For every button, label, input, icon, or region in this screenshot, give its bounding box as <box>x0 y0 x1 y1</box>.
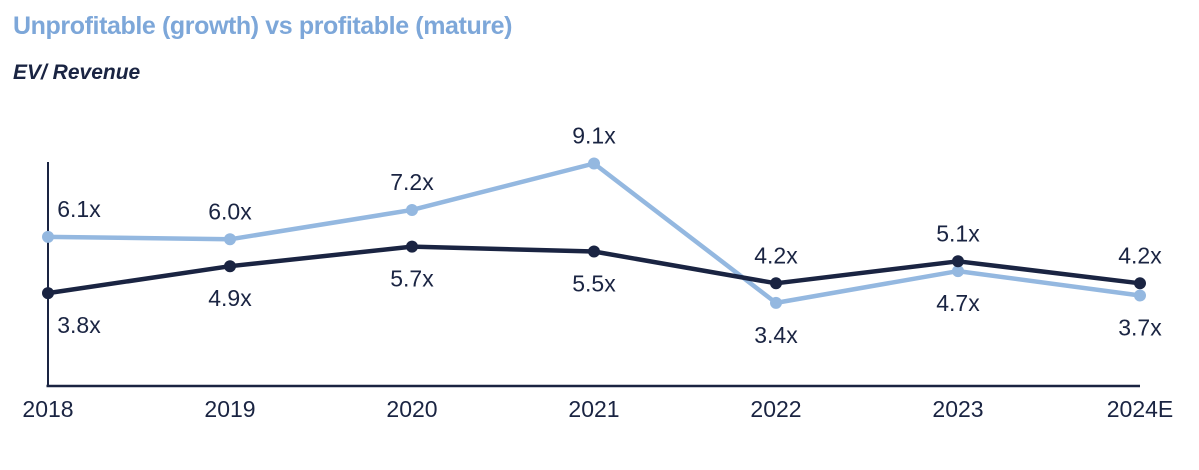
x-tick-label-2021: 2021 <box>568 396 619 422</box>
x-tick-label-2024E: 2024E <box>1107 396 1174 422</box>
growth-point-2018 <box>42 230 54 243</box>
mature-point-2020 <box>406 240 418 253</box>
growth-point-2021 <box>588 157 600 170</box>
x-tick-label-2023: 2023 <box>932 396 983 422</box>
growth-point-2020 <box>406 203 418 216</box>
growth-label-2019: 6.0x <box>208 198 252 224</box>
x-tick-label-2018: 2018 <box>22 396 73 422</box>
growth-label-2021: 9.1x <box>572 123 616 149</box>
mature-label-2020: 5.7x <box>390 266 434 292</box>
growth-point-2023 <box>952 265 964 278</box>
mature-point-2021 <box>588 245 600 258</box>
growth-label-2022: 3.4x <box>754 322 798 348</box>
mature-point-2023 <box>952 255 964 268</box>
mature-label-2024E: 4.2x <box>1118 242 1162 268</box>
growth-point-2024E <box>1134 289 1146 302</box>
growth-point-2022 <box>770 296 782 309</box>
growth-label-2023: 4.7x <box>936 290 980 316</box>
mature-point-2018 <box>42 287 54 300</box>
chart-subtitle: EV/ Revenue <box>13 61 141 84</box>
x-tick-label-2022: 2022 <box>750 396 801 422</box>
mature-label-2019: 4.9x <box>208 285 252 311</box>
growth-label-2020: 7.2x <box>390 169 434 195</box>
chart-title: Unprofitable (growth) vs profitable (mat… <box>13 12 513 40</box>
mature-label-2023: 5.1x <box>936 220 980 246</box>
growth-label-2018: 6.1x <box>57 196 101 222</box>
mature-label-2018: 3.8x <box>57 312 101 338</box>
mature-label-2022: 4.2x <box>754 242 798 268</box>
x-tick-label-2019: 2019 <box>204 396 255 422</box>
mature-point-2019 <box>224 260 236 273</box>
mature-point-2022 <box>770 277 782 290</box>
growth-point-2019 <box>224 233 236 246</box>
mature-point-2024E <box>1134 277 1146 290</box>
mature-label-2021: 5.5x <box>572 271 616 297</box>
x-tick-label-2020: 2020 <box>386 396 437 422</box>
growth-label-2024E: 3.7x <box>1118 315 1162 341</box>
